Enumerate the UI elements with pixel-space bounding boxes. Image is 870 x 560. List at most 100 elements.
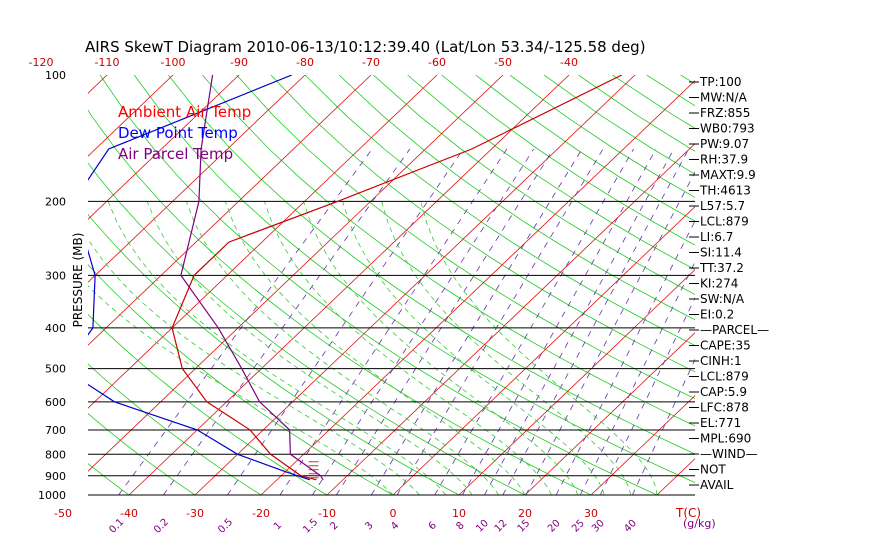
mixing-ratio-tick: 15 [516, 518, 533, 535]
mixing-ratio-unit-label: (g/kg) [683, 517, 716, 530]
pressure-tick-label: 600 [45, 396, 66, 409]
stability-index: FRZ:855 [700, 106, 750, 120]
dry-adiabat-line [646, 75, 695, 107]
profile-ambient-air-temp [171, 75, 623, 481]
isotherm-line [88, 75, 504, 472]
moist-adiabat-line [107, 201, 447, 496]
mixing-ratio-tick: 25 [570, 518, 587, 535]
isotherm-line [88, 75, 174, 157]
mixing-ratio-line [484, 148, 675, 496]
pressure-tick-label: 500 [45, 363, 66, 376]
pressure-tick-label: 700 [45, 424, 66, 437]
moist-adiabat-line [185, 201, 499, 496]
moist-adiabat-line [381, 201, 631, 496]
stability-index: TP:100 [699, 75, 742, 89]
stability-index: PW:9.07 [700, 137, 749, 151]
top-temperature-tick: -120 [29, 56, 54, 69]
bottom-temperature-tick: -10 [318, 507, 336, 520]
legend-entry: Air Parcel Temp [118, 145, 233, 163]
stability-index: MPL:690 [700, 432, 751, 446]
isotherm-line [326, 143, 695, 496]
pressure-tick-label: 1000 [38, 489, 66, 502]
mixing-ratio-line [370, 148, 583, 496]
mixing-ratio-line [502, 148, 690, 496]
mixing-ratio-line [336, 148, 554, 496]
stability-index: TH:4613 [699, 184, 751, 198]
mixing-ratio-tick: 12 [493, 518, 510, 535]
pressure-tick-label: 100 [45, 69, 66, 82]
mixing-ratio-tick: 30 [590, 518, 607, 535]
bottom-temperature-tick: 0 [390, 507, 397, 520]
moist-adiabat-line [264, 201, 552, 496]
moist-adiabat-line [303, 201, 579, 496]
dry-adiabat-line [88, 363, 262, 496]
bottom-temperature-tick: -40 [120, 507, 138, 520]
stability-index: —WIND— [700, 447, 758, 461]
dry-adiabat-line [441, 75, 695, 246]
stability-index: RH:37.9 [700, 153, 748, 167]
stability-index: EI:0.2 [700, 308, 734, 322]
isotherms [0, 75, 870, 496]
isotherm-line [0, 75, 41, 495]
stability-index: MW:N/A [700, 91, 748, 105]
mixing-ratio-tick: 4 [389, 520, 401, 532]
mixing-ratio-tick: 0.5 [216, 517, 235, 536]
pressure-tick-label: 200 [45, 195, 66, 208]
stability-index: LCL:879 [700, 215, 749, 229]
mixing-ratio-tick: 40 [622, 518, 639, 535]
stability-index: MAXT:9.9 [700, 168, 756, 182]
stability-index: CINH:1 [700, 354, 742, 368]
pressure-tick-label: 300 [45, 269, 66, 282]
dry-adiabat-line [133, 75, 695, 484]
stability-index: LFC:878 [700, 401, 749, 415]
mixing-ratio-line [396, 148, 604, 496]
mixing-ratio-tick: 2 [328, 520, 340, 532]
bottom-temperature-tick-labels: -50 -40 -30 -20 -10 0 10 20 30 [54, 507, 598, 520]
y-axis-label: PRESSURE (MB) [71, 233, 85, 328]
legend-entry: Dew Point Temp [118, 124, 238, 142]
dry-adiabat-line [407, 75, 695, 270]
pressure-tick-label: 900 [45, 470, 66, 483]
mixing-ratio-line [163, 148, 411, 496]
dry-adiabat-line [202, 75, 695, 427]
mixing-ratio-line [579, 261, 695, 496]
isotherm-line [88, 75, 438, 409]
bottom-temperature-tick: -20 [252, 507, 270, 520]
mixing-ratio-tick: 0.2 [152, 517, 171, 536]
isotherm-line [392, 206, 695, 496]
mixing-ratio-line [462, 148, 657, 496]
mixing-ratio-line [599, 297, 695, 496]
isobars [88, 200, 695, 496]
surface-marker [308, 461, 319, 479]
dry-adiabat-line [509, 75, 695, 198]
pressure-tick-label: 400 [45, 322, 66, 335]
profile-lines [88, 75, 623, 481]
dry-adiabat-line [99, 75, 658, 496]
chart-title: AIRS SkewT Diagram 2010-06-13/10:12:39.4… [85, 38, 646, 56]
pressure-tick-labels: 100 200 300 400 500 600 700 800 900 1000 [38, 69, 66, 502]
mixing-ratio-tick: 10 [474, 518, 491, 535]
top-temperature-tick: -100 [161, 56, 186, 69]
stability-index: NOT [700, 463, 726, 477]
stability-index: LI:6.7 [700, 230, 733, 244]
dry-adiabat-line [373, 75, 695, 295]
profile-air-parcel-temp [180, 75, 324, 481]
mixing-ratio-tick: 8 [454, 520, 466, 532]
top-temperature-tick: -80 [296, 56, 314, 69]
mixing-ratio-tick: 6 [427, 520, 439, 532]
top-temperature-tick-labels: -120 -110 -100 -90 -80 -70 -60 -50 -40 [29, 56, 578, 69]
dry-adiabat-line [167, 75, 695, 455]
moist-adiabat-line [342, 201, 605, 496]
moist-adiabat-line [420, 201, 658, 496]
dry-adiabat-line [88, 463, 130, 496]
top-temperature-tick: -50 [494, 56, 512, 69]
stability-index: KI:274 [700, 277, 738, 291]
top-temperature-tick: -70 [362, 56, 380, 69]
moist-adiabat-line [224, 201, 526, 496]
stability-index: CAPE:35 [700, 339, 751, 353]
isotherm-line [789, 75, 870, 495]
dry-adiabat-line [88, 313, 328, 496]
dry-adiabat-line [270, 75, 695, 373]
stability-index: LCL:879 [700, 370, 749, 384]
